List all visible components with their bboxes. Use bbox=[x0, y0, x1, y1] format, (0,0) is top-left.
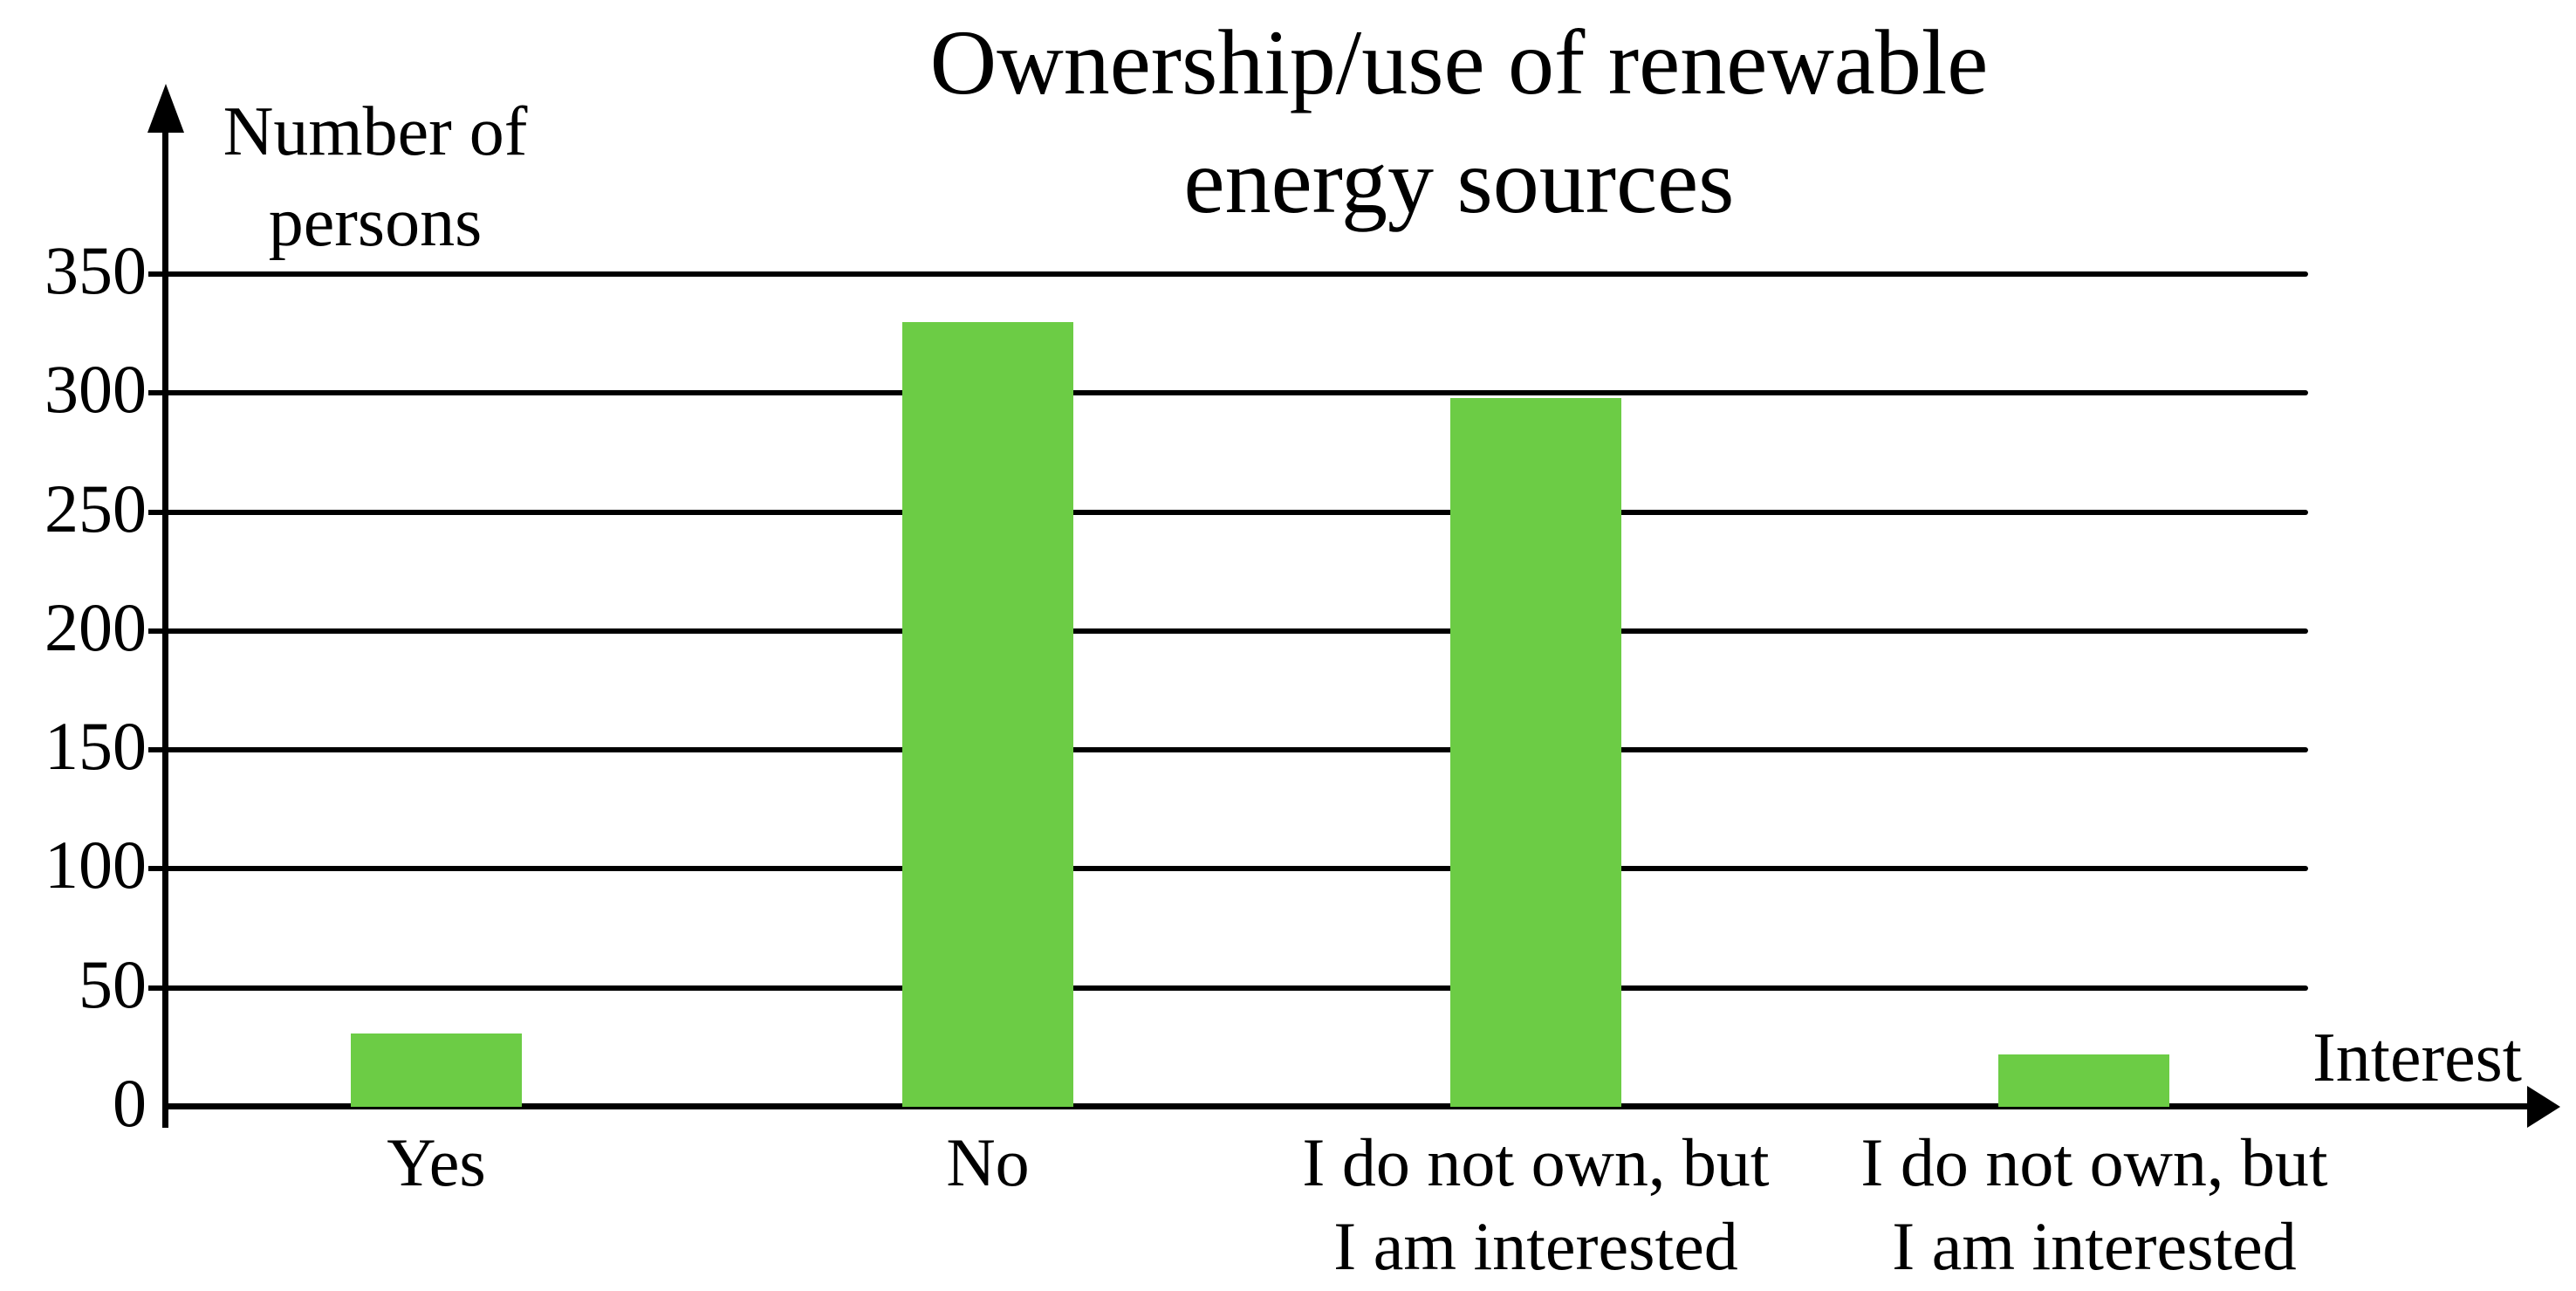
chart-title-line-1: Ownership/use of renewable bbox=[929, 11, 1989, 113]
gridline-100 bbox=[166, 866, 2308, 872]
y-tick-350 bbox=[148, 271, 166, 277]
y-tick-300 bbox=[148, 390, 166, 396]
gridline-350 bbox=[166, 271, 2308, 277]
y-tick-label-0: 0 bbox=[113, 1065, 147, 1141]
x-axis-arrow-icon bbox=[2527, 1086, 2560, 1128]
gridline-250 bbox=[166, 509, 2308, 515]
x-category-label-2: No bbox=[595, 1121, 1380, 1205]
x-category-label-4: I do not own, but I am interested bbox=[1702, 1121, 2487, 1288]
y-tick-label-200: 200 bbox=[45, 588, 147, 665]
y-axis-label-line-1: Number of bbox=[223, 93, 528, 170]
chart-title-line-2: energy sources bbox=[1183, 130, 1735, 232]
x-category-label-1: Yes bbox=[44, 1121, 829, 1205]
gridline-150 bbox=[166, 747, 2308, 753]
x-category-label-4-line: I am interested bbox=[1892, 1208, 2297, 1284]
x-axis-label: Interest bbox=[2312, 1020, 2522, 1096]
y-tick-label-350: 350 bbox=[45, 232, 147, 308]
bar-4 bbox=[1998, 1054, 2169, 1107]
x-category-label-3: I do not own, but I am interested bbox=[1143, 1121, 1929, 1288]
gridline-300 bbox=[166, 390, 2308, 396]
gridline-50 bbox=[166, 985, 2308, 991]
y-axis-line bbox=[162, 105, 168, 1128]
x-category-label-1-line: Yes bbox=[387, 1124, 486, 1200]
x-category-label-2-line: No bbox=[946, 1124, 1030, 1200]
y-tick-150 bbox=[148, 747, 166, 753]
y-tick-label-300: 300 bbox=[45, 351, 147, 428]
y-axis-label-line-2: persons bbox=[268, 184, 483, 261]
y-tick-100 bbox=[148, 866, 166, 872]
x-category-label-4-line: I do not own, but bbox=[1860, 1124, 2328, 1200]
y-tick-label-250: 250 bbox=[45, 470, 147, 546]
x-category-label-3-line: I am interested bbox=[1333, 1208, 1738, 1284]
y-tick-label-150: 150 bbox=[45, 708, 147, 785]
y-axis-label: Number of persons bbox=[109, 86, 641, 268]
y-tick-label-50: 50 bbox=[79, 945, 147, 1022]
y-tick-50 bbox=[148, 985, 166, 991]
chart-title: Ownership/use of renewable energy source… bbox=[586, 3, 2332, 241]
y-tick-200 bbox=[148, 628, 166, 634]
gridline-200 bbox=[166, 628, 2308, 634]
bar-2 bbox=[902, 322, 1073, 1107]
x-category-label-3-line: I do not own, but bbox=[1302, 1124, 1770, 1200]
x-axis-line bbox=[162, 1103, 2531, 1109]
y-tick-label-100: 100 bbox=[45, 827, 147, 903]
bar-3 bbox=[1450, 398, 1621, 1107]
bar-1 bbox=[351, 1033, 522, 1107]
y-tick-250 bbox=[148, 509, 166, 515]
